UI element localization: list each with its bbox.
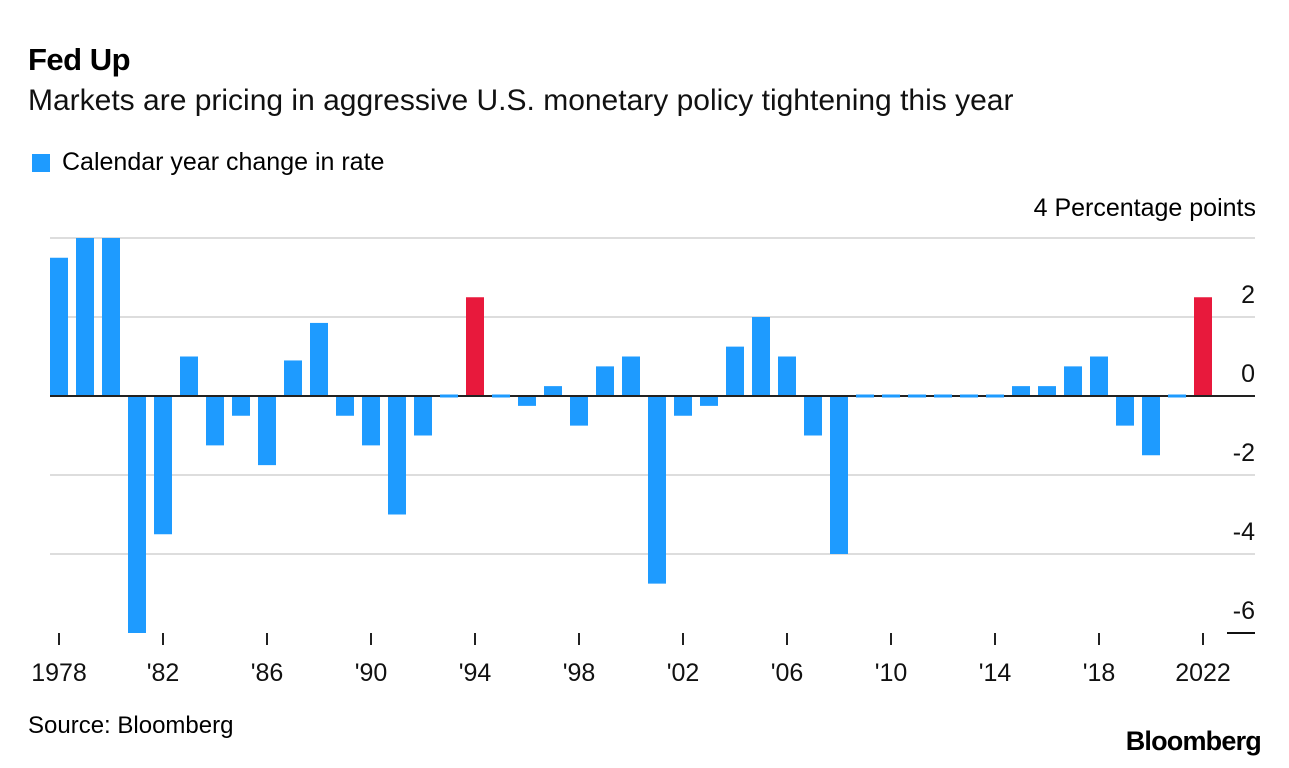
bar-zero-2009: [856, 394, 874, 398]
y-axis: -6 -4 -2 0 2: [1233, 281, 1255, 625]
chart-subtitle: Markets are pricing in aggressive U.S. m…: [28, 84, 1014, 117]
bar-1998: [570, 396, 588, 426]
bar-1989: [336, 396, 354, 416]
bar-1994: [466, 297, 484, 396]
bar-2017: [1064, 366, 1082, 396]
bar-2016: [1038, 386, 1056, 396]
x-tick-label: '06: [771, 659, 804, 687]
bar-zero-1995: [492, 394, 510, 398]
x-tick-label: '98: [563, 659, 596, 687]
bar-2001: [648, 396, 666, 584]
x-tick-label: '02: [667, 659, 700, 687]
bar-1986: [258, 396, 276, 466]
bar-2004: [726, 346, 744, 396]
bar-1983: [180, 356, 198, 396]
bar-1984: [206, 396, 224, 446]
bar-1991: [388, 396, 406, 515]
bar-zero-2014: [986, 394, 1004, 398]
bar-2022: [1194, 297, 1212, 396]
bar-1981: [128, 396, 146, 633]
bar-1982: [154, 396, 172, 535]
bar-1985: [232, 396, 250, 416]
x-tick-label: '14: [979, 659, 1012, 687]
y-tick-label: -2: [1233, 439, 1255, 467]
bar-zero-2013: [960, 394, 978, 398]
bar-1979: [76, 238, 94, 396]
y-tick-label: 2: [1241, 281, 1255, 309]
zero-line: [50, 394, 1255, 398]
x-tick-label: '86: [251, 659, 284, 687]
y-axis-units-label: 4 Percentage points: [1033, 194, 1256, 222]
bar-zero-2021: [1168, 394, 1186, 398]
bar-zero-2012: [934, 394, 952, 398]
legend-label: Calendar year change in rate: [62, 148, 385, 176]
chart-title: Fed Up: [28, 42, 131, 77]
bar-zero-2011: [908, 394, 926, 398]
x-axis: 1978 '82 '86 '90 '94 '98 '02 '06 '10 '14 '18 2022: [31, 633, 1231, 687]
x-tick-label: '10: [875, 659, 908, 687]
bar-2006: [778, 356, 796, 396]
bar-2020: [1142, 396, 1160, 456]
y-tick-label: -4: [1233, 518, 1255, 546]
bar-1987: [284, 360, 302, 396]
bar-1980: [102, 238, 120, 396]
bar-1978: [50, 257, 68, 396]
bar-1990: [362, 396, 380, 446]
x-tick-label: '82: [147, 659, 180, 687]
bar-zero-2010: [882, 394, 900, 398]
bar-1996: [518, 396, 536, 406]
y-tick-label: 0: [1241, 360, 1255, 388]
x-tick-label: 1978: [31, 659, 87, 687]
bar-2018: [1090, 356, 1108, 396]
x-tick-label: '94: [459, 659, 492, 687]
bar-zero-1993: [440, 394, 458, 398]
bar-2005: [752, 317, 770, 396]
bar-2007: [804, 396, 822, 436]
bar-2008: [830, 396, 848, 554]
legend: Calendar year change in rate: [32, 148, 384, 177]
bar-1988: [310, 322, 328, 396]
x-tick-label: 2022: [1175, 659, 1231, 687]
bar-1997: [544, 386, 562, 396]
bars: [50, 238, 1212, 633]
x-tick-label: '18: [1083, 659, 1116, 687]
source-note: Source: Bloomberg: [28, 712, 234, 739]
bar-1992: [414, 396, 432, 436]
bar-2015: [1012, 386, 1030, 396]
x-tick-label: '90: [355, 659, 388, 687]
bar-2002: [674, 396, 692, 416]
bar-2000: [622, 356, 640, 396]
bar-1999: [596, 366, 614, 396]
legend-swatch: [32, 153, 50, 172]
bloomberg-logo: Bloomberg: [1125, 726, 1262, 756]
y-tick-label: -6: [1233, 597, 1255, 625]
bar-2019: [1116, 396, 1134, 426]
bar-2003: [700, 396, 718, 406]
